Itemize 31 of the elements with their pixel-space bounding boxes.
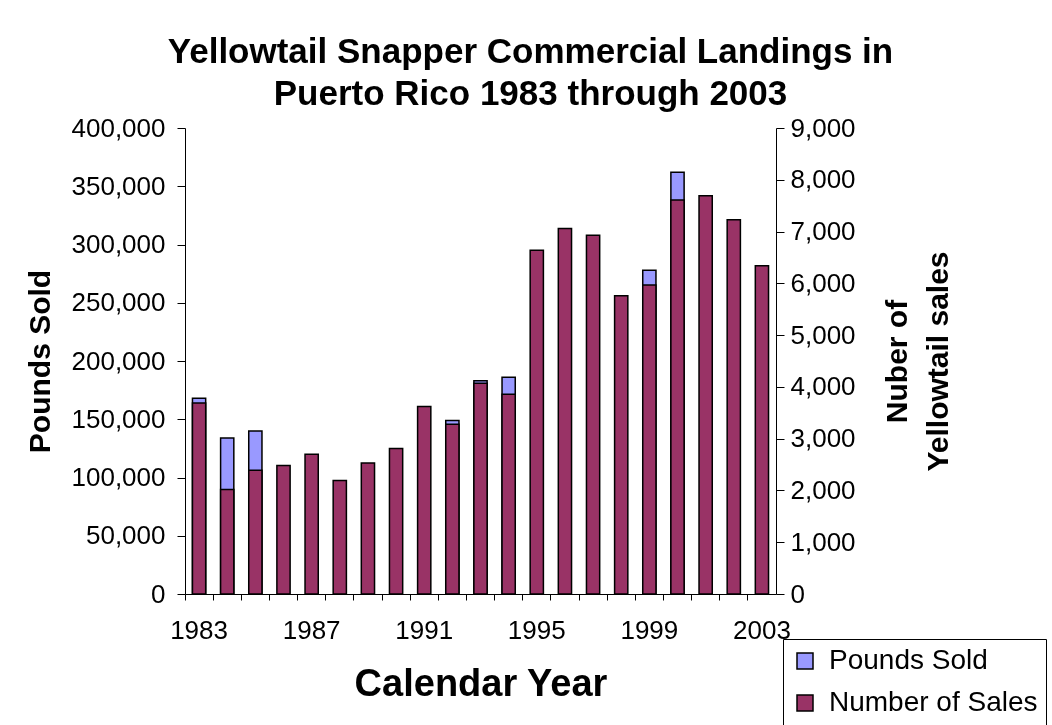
- x-axis-title: Calendar Year: [354, 661, 608, 704]
- y-tick-label: 350,000: [71, 170, 166, 201]
- y2-tick-label: 1,000: [790, 526, 856, 557]
- y-tick-label: 100,000: [71, 462, 166, 492]
- y-tick-label: 0: [151, 578, 166, 609]
- y-tick-label: 200,000: [71, 345, 166, 376]
- y2-tick-label: 8,000: [790, 164, 856, 195]
- legend-label: Pounds Sold: [829, 644, 988, 675]
- chart-title: Yellowtail Snapper Commercial Landings in Puerto Rico 1983 through 2003: [167, 31, 894, 112]
- y2-tick-label: 3,000: [790, 423, 856, 454]
- x-tick-label: 1999: [620, 614, 679, 645]
- y2-tick-label: 5,000: [790, 319, 856, 350]
- x-tick-label: 1991: [395, 614, 454, 645]
- y2-tick-label: 4,000: [790, 371, 856, 402]
- y-axis-title: Pounds Sold: [22, 269, 56, 454]
- y-tick-label: 150,000: [71, 403, 166, 434]
- x-tick-label: 1995: [507, 614, 566, 645]
- y2-tick-label: 6,000: [790, 267, 856, 298]
- y2-tick-label: 9,000: [790, 112, 856, 143]
- y2-tick-label: 7,000: [790, 216, 856, 247]
- x-tick-label: 1987: [282, 614, 341, 645]
- x-tick-label: 1983: [170, 614, 228, 645]
- y-tick-label: 400,000: [71, 112, 166, 143]
- x-tick-label: 2003: [733, 614, 791, 645]
- y-tick-label: 250,000: [71, 287, 166, 318]
- legend-label: Number of Sales: [829, 686, 1038, 717]
- y2-axis-title: Nuber of Yellowtail sales: [879, 251, 954, 472]
- y2-tick-label: 0: [790, 578, 805, 609]
- y2-tick-label: 2,000: [790, 474, 856, 505]
- y-tick-label: 50,000: [85, 520, 166, 551]
- y-tick-label: 300,000: [71, 229, 166, 259]
